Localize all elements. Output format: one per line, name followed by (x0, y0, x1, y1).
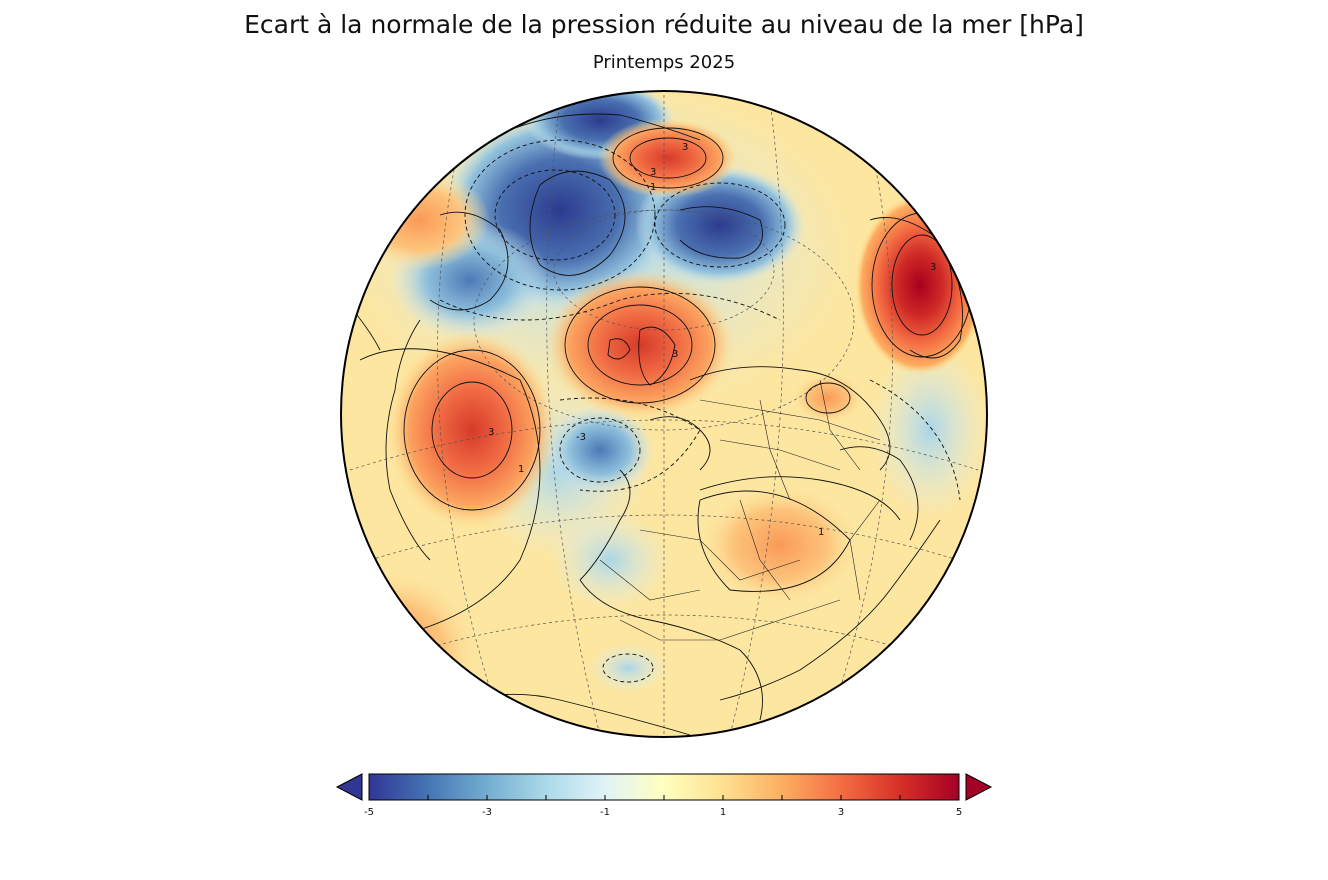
coastlines (344, 113, 963, 721)
colorbar-extend-max (965, 773, 993, 801)
contour-label: 1 (518, 464, 524, 475)
globe-outline (340, 90, 988, 738)
contour-label: 1 (650, 182, 656, 193)
colorbar-tick-label: -5 (364, 807, 374, 818)
globe-map: 3 3 3 3 3 1 1 1 -3 (340, 90, 988, 738)
map-subtitle: Printemps 2025 (592, 52, 736, 73)
negative-contours (439, 139, 961, 683)
colorbar-tick-label: 3 (838, 807, 844, 818)
colorbar-tick-label: -3 (482, 807, 492, 818)
globe-field (341, 91, 987, 737)
colorbar-ticks: -5 -3 -1 1 3 5 (364, 795, 962, 818)
colorbar-tick-label: 5 (956, 807, 962, 818)
contour-label: 1 (818, 527, 824, 538)
map-title: Ecart à la normale de la pression réduit… (244, 10, 1084, 39)
country-borders (599, 379, 881, 641)
contour-labels: 3 3 3 3 3 1 1 1 -3 (488, 142, 936, 538)
graticule (349, 95, 979, 736)
colorbar-tick-label: -1 (600, 807, 610, 818)
contour-label: 3 (488, 427, 494, 438)
contour-label: 3 (930, 262, 936, 273)
contours (359, 127, 973, 736)
contour-label: 3 (682, 142, 688, 153)
colorbar-tick-label: 1 (720, 807, 726, 818)
contour-label: -3 (576, 432, 586, 443)
contour-label: 3 (650, 167, 656, 178)
colorbar-extend-min (335, 773, 363, 801)
contour-label: 3 (672, 349, 678, 360)
